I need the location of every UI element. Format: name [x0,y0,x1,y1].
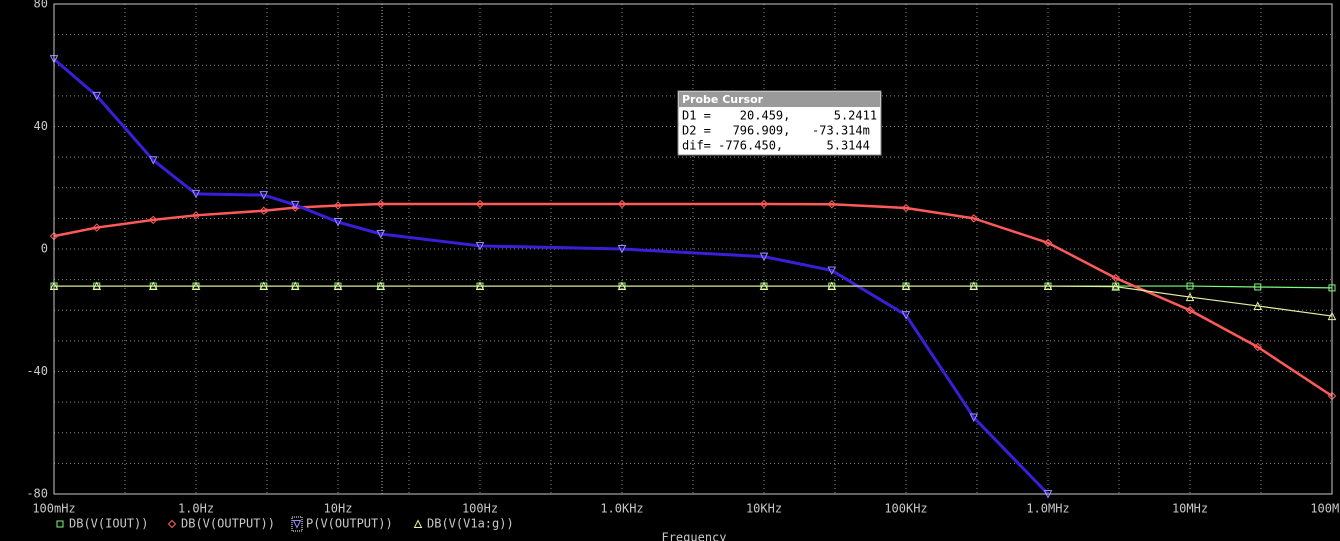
legend-item[interactable]: P(V(OUTPUT)) [291,516,393,532]
legend-label: DB(V(V1a:g)) [427,517,514,531]
plot-border [53,3,1333,495]
marker [92,91,102,101]
marker [376,281,386,291]
x-tick-label: 1.0MHz [1026,502,1069,516]
marker [191,189,201,199]
marker [1185,292,1195,302]
x-tick-label: 1.0Hz [178,502,214,516]
marker [901,311,911,320]
series-line [53,202,1333,398]
x-axis-label: Frequency [661,531,726,541]
cursor-row: dif= -776.450, 5.3144 [682,139,870,153]
marker [191,211,201,220]
series-line [54,285,1333,317]
marker [1253,301,1263,310]
y-tick-label: -80 [26,487,48,501]
y-tick-label: 80 [34,0,48,11]
legend-item[interactable]: DB(V(V1a:g)) [413,517,514,531]
marker [969,214,978,223]
marker [1111,282,1121,291]
marker [617,281,627,291]
marker [1043,238,1053,248]
series-line [53,57,1050,496]
marker [191,281,201,291]
marker [376,229,386,239]
legend-label: DB(V(IOUT)) [69,517,148,531]
marker [259,191,269,200]
marker [901,203,911,213]
marker [148,156,158,165]
cursor-row: D1 = 20.459, 5.2411 [682,109,877,123]
marker [827,266,837,276]
marker [617,199,627,209]
marker [333,281,343,291]
marker [1111,273,1120,283]
legend-marker [292,520,302,529]
x-tick-label: 100KHz [884,502,927,516]
marker [1186,282,1194,290]
marker [333,201,343,210]
marker [475,241,485,251]
x-tick-label: 10KHz [746,502,782,516]
x-tick-label: 10Hz [324,502,353,516]
marker [901,281,911,291]
marker [969,281,979,291]
marker [259,281,269,291]
cursor-title: Probe Cursor [682,93,764,106]
marker [475,281,485,291]
y-tick-label: 0 [41,242,48,256]
legend-label: P(V(OUTPUT)) [306,517,393,531]
legend-label: DB(V(OUTPUT)) [181,517,275,531]
marker [759,281,769,291]
x-tick-label: 1.0KHz [600,502,643,516]
marker [1253,342,1262,352]
marker [376,199,385,209]
marker [1043,281,1053,291]
marker [1185,306,1195,315]
y-tick-label: 40 [34,119,48,133]
marker [259,206,268,215]
marker [827,200,836,209]
marker [1254,283,1262,291]
marker [827,281,837,291]
marker [92,223,101,232]
marker [475,199,485,209]
marker [92,281,102,291]
legend-highlight [291,516,303,532]
x-tick-label: 10MHz [1172,502,1208,516]
marker [759,252,769,262]
x-tick-label: 100mHz [32,502,75,516]
legend-marker [413,519,423,528]
legend-item[interactable]: DB(V(OUTPUT)) [167,517,275,531]
marker [149,215,158,225]
marker [290,200,300,210]
legend-marker [167,519,177,529]
marker [333,218,343,227]
x-tick-label: 100Hz [462,502,498,516]
marker [148,281,158,291]
marker [617,245,627,254]
marker [969,413,979,423]
y-tick-label: -40 [26,364,48,378]
legend-item[interactable]: DB(V(IOUT)) [56,517,148,531]
x-tick-label: 100MHz [1310,502,1340,516]
marker [759,199,769,209]
marker [290,281,300,291]
probe-cursor[interactable]: Probe Cursor D1 = 20.459, 5.2411 D2 = 79… [677,90,882,156]
cursor-row: D2 = 796.909, -73.314m [682,124,870,138]
plot-area: 100mHz 1.0Hz 10Hz 100Hz 1.0KHz 10KHz 100KHz 1.0… [26,0,1340,516]
cursor-titlebar [679,92,880,107]
legend-marker [56,520,64,528]
